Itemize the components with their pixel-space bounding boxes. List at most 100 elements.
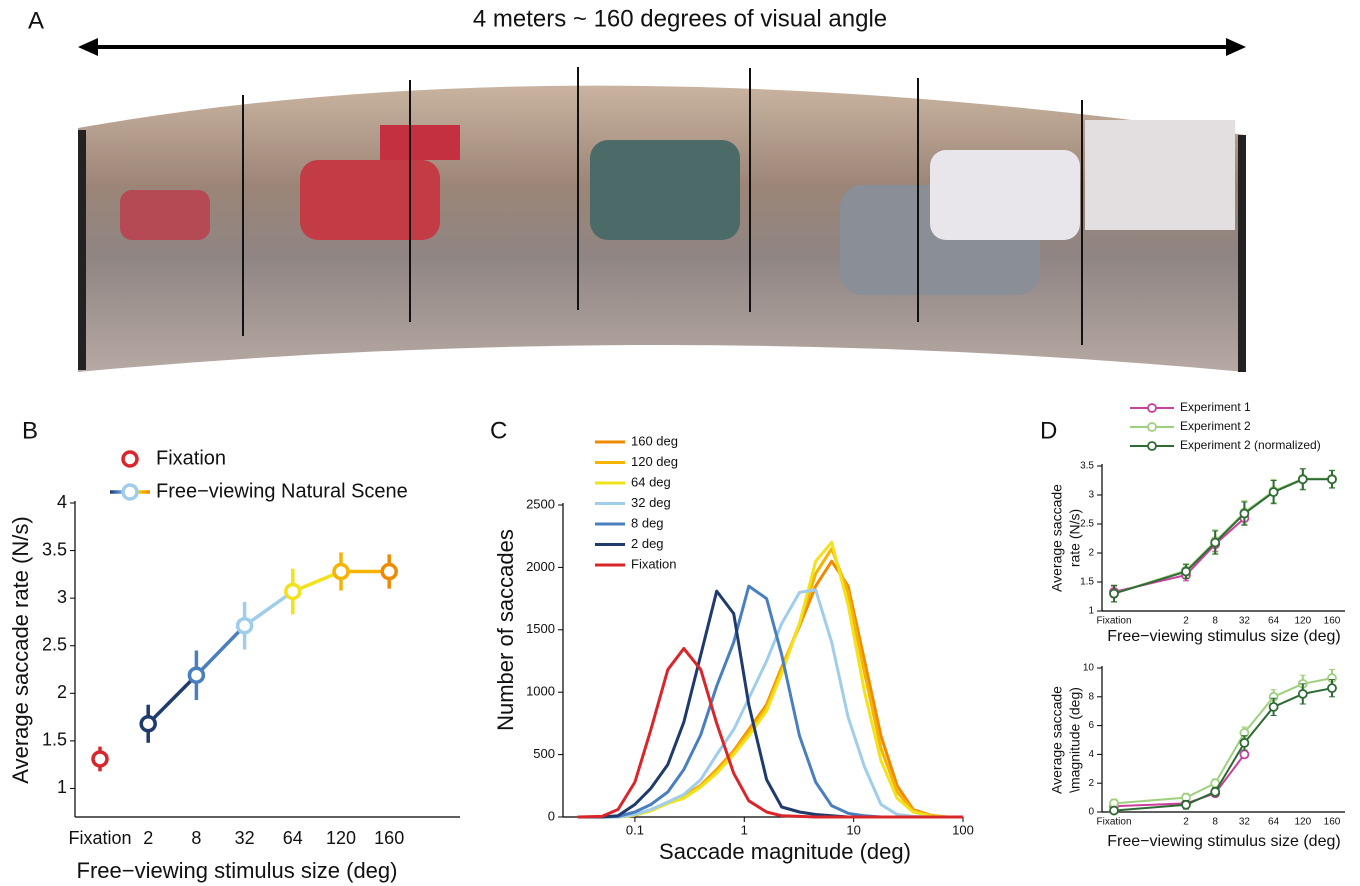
y-axis-label: rate (N/s): [1067, 509, 1083, 567]
x-tick-label: 120: [1294, 817, 1311, 828]
legend-label: 120 deg: [631, 454, 678, 469]
legend-line: [595, 481, 625, 485]
x-tick-label: Fixation: [68, 828, 131, 848]
marker: [1181, 799, 1191, 810]
y-tick-label: 10: [1083, 663, 1095, 674]
x-tick-label: 0.1: [626, 822, 644, 837]
legend-line: [595, 522, 625, 526]
marker: [1268, 701, 1279, 712]
marker: [284, 582, 302, 601]
legend-line: [595, 461, 625, 464]
y-tick-label: 6: [1088, 720, 1094, 731]
legend-label: 160 deg: [631, 433, 678, 448]
y-tick-label: 4: [57, 492, 67, 512]
y-tick-label: 2: [57, 682, 67, 702]
legend-marker: [1147, 403, 1157, 413]
x-tick-label: Fixation: [1096, 817, 1131, 828]
y-tick-label: 3: [57, 587, 67, 607]
caption: 4 meters ~ 160 degrees of visual angle: [473, 5, 887, 32]
legend-label: 64 deg: [631, 474, 671, 489]
x-tick-label: 10: [846, 822, 860, 837]
y-tick-label: 1: [1088, 606, 1094, 617]
series-line: [577, 647, 963, 819]
legend-marker: [1147, 441, 1157, 451]
y-tick-label: 2.5: [1080, 519, 1094, 530]
series-line: [577, 588, 963, 819]
x-axis-label: Free−viewing stimulus size (deg): [77, 858, 398, 883]
legend-line: [595, 502, 625, 505]
y-tick-label: 1: [57, 777, 67, 797]
legend-label: Experiment 2 (normalized): [1180, 438, 1321, 452]
marker: [380, 562, 398, 581]
legend-label: Experiment 2: [1180, 419, 1251, 433]
x-tick-label: 64: [1268, 817, 1280, 828]
y-tick-label: 0: [548, 808, 555, 823]
legend-line: [595, 563, 625, 567]
y-axis-label: Average saccade: [1049, 484, 1065, 592]
y-tick-label: 8: [1088, 691, 1094, 702]
legend-label: Fixation: [156, 447, 226, 469]
y-tick-label: 0: [1088, 807, 1094, 818]
y-tick-label: 2: [1088, 548, 1094, 559]
marker: [1327, 683, 1337, 694]
x-tick-label: 160: [1324, 616, 1341, 627]
x-tick-label: 8: [1212, 817, 1218, 828]
legend-label: Experiment 1: [1180, 400, 1251, 414]
y-axis-label: Average saccade: [1049, 686, 1065, 794]
panel-label: A: [28, 7, 44, 34]
marker: [1210, 786, 1221, 797]
x-tick-label: 2: [1183, 817, 1189, 828]
marker: [1268, 487, 1279, 498]
y-tick-label: 1000: [526, 684, 555, 699]
y-tick-label: 2.5: [42, 634, 67, 654]
marker: [1297, 689, 1308, 699]
legend-label: Free−viewing Natural Scene: [156, 480, 408, 502]
panel-label: B: [22, 417, 38, 444]
x-axis-label: Free−viewing stimulus size (deg): [1107, 628, 1340, 645]
legend-marker: [1147, 422, 1157, 432]
marker: [1210, 537, 1221, 548]
y-axis-label: Average saccade rate (N/s): [8, 516, 33, 783]
y-tick-label: 1500: [526, 621, 555, 636]
y-tick-label: 500: [533, 746, 555, 761]
marker: [1239, 508, 1250, 519]
marker: [1297, 474, 1308, 485]
legend-label: 2 deg: [631, 536, 664, 551]
y-tick-label: 1.5: [42, 730, 67, 750]
marker: [187, 666, 206, 684]
marker: [1109, 805, 1119, 816]
x-tick-label: 8: [1212, 616, 1218, 627]
x-tick-label: 32: [1239, 616, 1251, 627]
x-tick-label: Fixation: [1096, 616, 1131, 627]
x-tick-label: 120: [1294, 616, 1311, 627]
x-tick-label: 100: [952, 822, 974, 837]
panel-label: C: [490, 417, 507, 444]
legend-label: 32 deg: [631, 495, 671, 510]
y-tick-label: 2500: [526, 496, 555, 511]
x-tick-label: 160: [374, 828, 404, 848]
marker: [1327, 474, 1337, 485]
line-segment: [195, 624, 246, 677]
y-tick-label: 2: [1088, 778, 1094, 789]
y-axis-label: \magnitude (deg): [1067, 687, 1083, 793]
legend-label: 8 deg: [631, 515, 664, 530]
x-tick-label: 32: [1239, 817, 1251, 828]
x-tick-label: 64: [1268, 616, 1280, 627]
marker: [1109, 588, 1119, 599]
legend-marker: [121, 483, 139, 501]
series-line: [1113, 687, 1333, 812]
marker: [139, 715, 157, 733]
y-tick-label: 3: [1088, 490, 1094, 501]
arrow: [78, 38, 1246, 56]
marker: [1239, 749, 1250, 760]
panel-label: D: [1040, 417, 1057, 444]
y-tick-label: 3.5: [1080, 461, 1094, 472]
x-tick-label: 2: [143, 828, 153, 848]
y-axis-label: Number of saccades: [493, 529, 518, 731]
x-tick-label: 64: [283, 828, 303, 848]
x-tick-label: 1: [741, 822, 748, 837]
legend-line: [595, 543, 625, 546]
y-tick-label: 2000: [526, 559, 555, 574]
x-tick-label: 8: [191, 828, 201, 848]
